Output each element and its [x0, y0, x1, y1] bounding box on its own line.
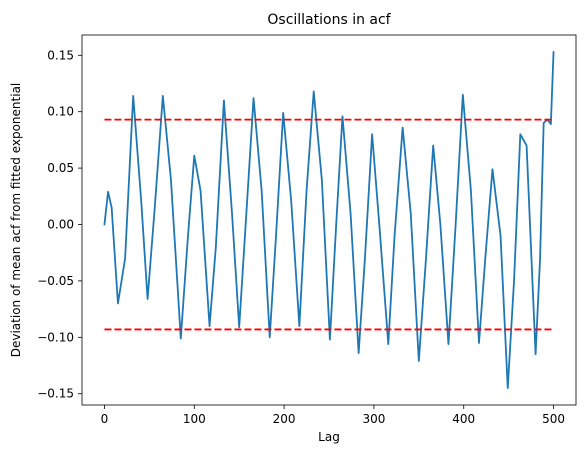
- x-tick-label: 0: [101, 412, 109, 426]
- x-tick-label: 300: [362, 412, 385, 426]
- y-tick-label: 0.15: [47, 48, 74, 62]
- y-tick-label: 0.05: [47, 161, 74, 175]
- x-tick-label: 500: [542, 412, 565, 426]
- tick-layer: 0 100 200 300 400 500 −0.15 −0.10 −0.05 0.00 0.05 0…: [37, 48, 565, 426]
- x-tick-label: 200: [273, 412, 296, 426]
- x-axis-label: Lag: [318, 430, 340, 444]
- x-tick-label: 100: [183, 412, 206, 426]
- y-axis-label: Deviation of mean acf from fitted expone…: [9, 83, 23, 358]
- plot-layer: [103, 51, 555, 389]
- y-tick-label: −0.05: [37, 274, 74, 288]
- y-tick-label: 0.00: [47, 218, 74, 232]
- y-tick-label: −0.10: [37, 330, 74, 344]
- y-tick-label: 0.10: [47, 105, 74, 119]
- x-tick-label: 400: [452, 412, 475, 426]
- axes-frame: [81, 34, 577, 406]
- y-tick-label: −0.15: [37, 387, 74, 401]
- series-line-1: [103, 51, 555, 389]
- chart-title: Oscillations in acf: [267, 12, 391, 28]
